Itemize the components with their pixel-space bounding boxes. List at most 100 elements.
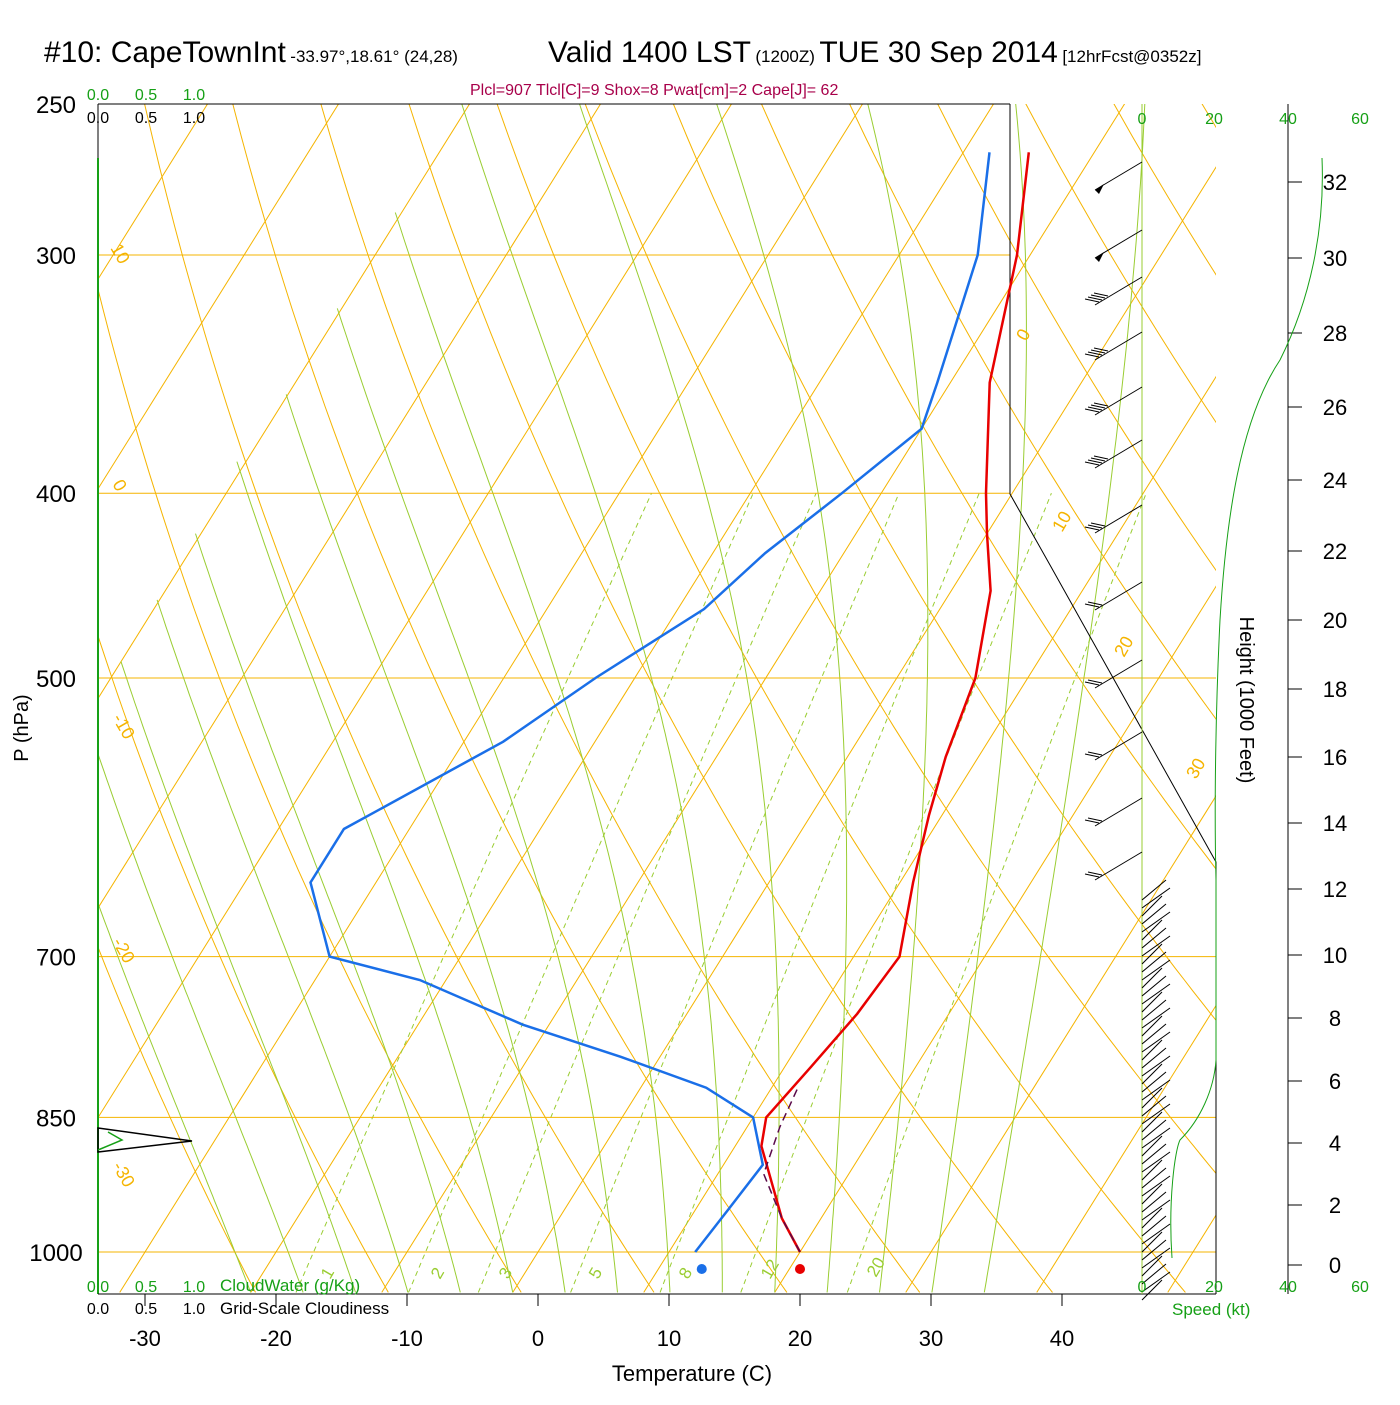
height-tick-label: 2: [1329, 1193, 1341, 1218]
wind-barb-feather: [1088, 818, 1102, 821]
wind-speed-tick-top: 0: [1138, 111, 1147, 128]
wind-barb-low: [1142, 1192, 1166, 1212]
cloudwater-tick-bottom: 0.5: [135, 1279, 157, 1296]
wind-barb-low: [1142, 888, 1170, 908]
wind-barb-feather: [1085, 299, 1099, 302]
isotherm-line: [120, 70, 884, 1292]
header-right: Valid 1400 LST (1200Z) TUE 30 Sep 2014 […: [548, 36, 1201, 70]
isotherm-label: -20: [109, 934, 139, 967]
wind-barb-feather: [1085, 462, 1099, 465]
isotherm-line: [775, 70, 1400, 1292]
moist-adiabat-line: [395, 213, 670, 1293]
dry-adiabat-line: [660, 70, 1400, 1292]
x-tick-label: 10: [657, 1326, 681, 1351]
cloudiness-tick-top: 0.5: [135, 110, 157, 127]
isotherm-line: [1299, 70, 1400, 1292]
height-tick-label: 32: [1323, 170, 1347, 195]
wind-barb-low: [1142, 1080, 1170, 1100]
wind-barb-staff: [1095, 440, 1142, 468]
wind-barb-low: [1142, 1144, 1166, 1164]
wind-barb-feather: [1091, 350, 1105, 353]
wind-barb-feather: [1091, 458, 1105, 461]
cloudwater-tick-top: 1.0: [183, 87, 205, 104]
stability-indices: Plcl=907 Tlcl[C]=9 Shox=8 Pwat[cm]=2 Cap…: [470, 82, 838, 100]
x-tick-label: 0: [532, 1326, 544, 1351]
chart-header: #10: CapeTownInt -33.97°,18.61° (24,28) …: [0, 36, 1400, 80]
wind-barb-feather: [1094, 293, 1108, 296]
wind-barb-staff: [1095, 505, 1142, 533]
wind-barb-feather: [1088, 525, 1102, 528]
wind-barb-low: [1142, 1008, 1170, 1028]
y-tick-label: 400: [36, 481, 76, 508]
wind-barb-feather: [1088, 680, 1102, 683]
wind-barb-low: [1142, 1240, 1166, 1260]
wind-barb-low: [1142, 984, 1170, 1004]
isotherm-line: [0, 70, 622, 1292]
header-left: #10: CapeTownInt -33.97°,18.61° (24,28): [44, 36, 458, 70]
wind-barb-staff: [1095, 332, 1142, 360]
mixing-ratio-label: 5: [585, 1264, 606, 1282]
wind-barb-feather: [1085, 754, 1099, 757]
wind-barb-low: [1142, 928, 1166, 948]
height-tick-label: 4: [1329, 1131, 1341, 1156]
surface-wind-barb: [98, 1128, 192, 1152]
dry-adiabat-line: [311, 70, 919, 1292]
cloudwater-tick-bottom: 0.0: [87, 1279, 109, 1296]
surface-temperature-dot: [795, 1264, 805, 1274]
height-tick-label: 10: [1323, 943, 1347, 968]
y-tick-label: 850: [36, 1105, 76, 1132]
y-tick-label: 500: [36, 666, 76, 693]
cloudiness-tick-bottom: 1.0: [183, 1301, 205, 1318]
dry-adiabat-line: [224, 70, 787, 1292]
wind-barb-low: [1142, 880, 1166, 900]
wind-barb-feather: [1085, 527, 1099, 530]
dry-adiabat-line: [137, 70, 654, 1292]
isotherm-label: 0: [109, 476, 131, 495]
wind-barb-feather: [1091, 523, 1105, 526]
y-tick-label: 250: [36, 92, 76, 119]
wind-barb-low: [1142, 904, 1166, 924]
moist-adiabat-line: [984, 104, 1145, 1292]
wind-barb-low: [1142, 1096, 1166, 1116]
wind-barb-low: [1142, 1224, 1170, 1244]
mixing-ratio-label: 20: [863, 1254, 889, 1280]
wind-barb-staff: [1095, 660, 1142, 688]
x-tick-label: -30: [129, 1326, 161, 1351]
wind-barb-low: [1142, 1152, 1170, 1172]
wind-barb-staff: [1095, 852, 1142, 880]
y-tick-label: 1000: [29, 1240, 82, 1267]
isotherm-label: 10: [107, 240, 134, 267]
wind-barb-feather: [1085, 820, 1099, 823]
right-boundary: [1010, 104, 1216, 1294]
height-tick-label: 0: [1329, 1253, 1341, 1278]
moist-adiabat-line: [84, 711, 304, 1293]
wind-barb-low: [1142, 936, 1170, 956]
mixing-ratio-line: [296, 493, 652, 1292]
wind-barb-low: [1142, 1200, 1170, 1220]
wind-barb-low: [1142, 912, 1170, 932]
wind-barb-low: [1142, 1176, 1170, 1196]
height-axis-label: Height (1000 Feet): [1235, 617, 1257, 784]
moist-adiabat-line: [50, 764, 251, 1292]
wind-barb-low: [1142, 1056, 1170, 1076]
cloudiness-tick-bottom: 0.0: [87, 1301, 109, 1318]
isotherm-label: 10: [1048, 508, 1075, 535]
valid-time: Valid 1400 LST: [548, 36, 751, 69]
y-tick-label: 300: [36, 243, 76, 270]
cloudiness-tick-top: 0.0: [87, 110, 109, 127]
isotherm-label: -10: [109, 710, 139, 743]
wind-barb-feather: [1085, 409, 1099, 412]
wind-speed-tick-bottom: 60: [1351, 1279, 1369, 1296]
cloudiness-tick-top: 1.0: [183, 110, 205, 127]
height-tick-label: 28: [1323, 321, 1347, 346]
wind-barb-low: [1142, 1000, 1166, 1020]
moist-adiabat-line: [237, 462, 513, 1293]
x-tick-label: 20: [788, 1326, 812, 1351]
isotherm-label: -30: [109, 1158, 139, 1191]
dewpoint-profile: [311, 152, 990, 1252]
moist-adiabat-line: [462, 104, 723, 1292]
station-title: #10: CapeTownInt: [44, 36, 286, 69]
mixing-ratio-line: [847, 493, 1146, 1292]
surface-dewpoint-dot: [697, 1264, 707, 1274]
